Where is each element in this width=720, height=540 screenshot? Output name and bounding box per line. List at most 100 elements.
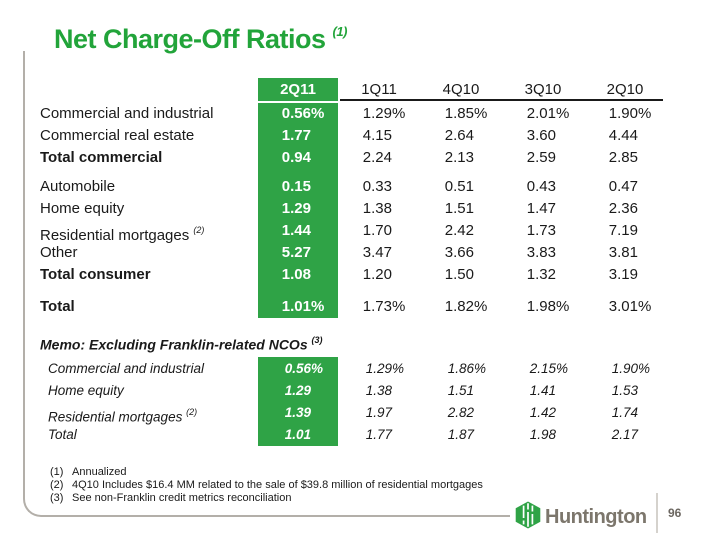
highlight-column-memo — [258, 357, 338, 446]
value-cell: 1.98 — [529, 427, 556, 442]
value-cell: 3.81 — [608, 244, 638, 261]
footnote-text: 4Q10 Includes $16.4 MM related to the sa… — [72, 479, 483, 491]
value-cell: 0.51 — [444, 178, 474, 195]
value-cell: 2.01% — [526, 105, 570, 122]
value-cell-highlighted: 1.29 — [284, 383, 311, 398]
value-cell: 1.50 — [444, 266, 474, 283]
value-cell: 1.74 — [611, 405, 638, 420]
value-cell-highlighted: 1.01 — [284, 427, 311, 442]
value-cell-highlighted: 5.27 — [281, 244, 311, 261]
row-footnote-ref: (2) — [193, 225, 205, 235]
row-label: Residential mortgages (2) — [40, 225, 205, 244]
value-cell: 3.19 — [608, 266, 638, 283]
value-cell: 4.44 — [608, 127, 638, 144]
table-row: Total 1.01% 1.73% 1.82% 1.98% 3.01% — [40, 296, 668, 318]
footnote-number: (3) — [50, 492, 64, 504]
memo-heading: Memo: Excluding Franklin-related NCOs (3… — [40, 335, 323, 353]
table-row: Commercial and industrial 0.56% 1.29% 1.86%… — [40, 358, 668, 380]
footnote-2: (2) 4Q10 Includes $16.4 MM related to th… — [50, 479, 483, 492]
table-row: Home equity 1.29 1.38 1.51 1.47 2.36 — [40, 198, 668, 220]
table-row: Home equity 1.29 1.38 1.51 1.41 1.53 — [40, 380, 668, 402]
row-label: Automobile — [40, 178, 116, 195]
value-cell: 3.01% — [608, 298, 652, 315]
value-cell: 1.51 — [444, 200, 474, 217]
column-header-2q11: 2Q11 — [258, 78, 338, 101]
table-group: Automobile 0.15 0.33 0.51 0.43 0.47 Home equit… — [40, 176, 668, 286]
memo-footnote-ref: (3) — [311, 335, 323, 345]
value-cell: 1.70 — [362, 222, 392, 239]
value-cell: 0.47 — [608, 178, 638, 195]
value-cell: 1.90% — [608, 105, 652, 122]
table-row: Commercial real estate 1.77 4.15 2.64 3.60 4.… — [40, 125, 668, 147]
value-cell: 1.73 — [526, 222, 556, 239]
row-label: Home equity — [48, 383, 124, 398]
value-cell: 1.29% — [365, 361, 405, 376]
value-cell: 1.20 — [362, 266, 392, 283]
huntington-wordmark: Huntington — [545, 506, 647, 528]
value-cell-highlighted: 0.56% — [281, 105, 325, 122]
row-label: Total consumer — [40, 266, 151, 283]
table-row: Total commercial 0.94 2.24 2.13 2.59 2.85 — [40, 147, 668, 169]
value-cell: 1.38 — [362, 200, 392, 217]
value-cell: 1.53 — [611, 383, 638, 398]
row-label: Total — [48, 427, 77, 442]
row-label: Commercial real estate — [40, 127, 195, 144]
column-header-2q10: 2Q10 — [606, 81, 644, 98]
value-cell-highlighted: 1.29 — [281, 200, 311, 217]
value-cell-highlighted: 0.56% — [284, 361, 324, 376]
value-cell: 1.82% — [444, 298, 488, 315]
value-cell-highlighted: 1.77 — [281, 127, 311, 144]
column-header-4q10: 4Q10 — [442, 81, 480, 98]
main-table: Commercial and industrial 0.56% 1.29% 1.85%… — [40, 103, 668, 318]
footer-divider — [656, 493, 658, 533]
footnote-text: See non-Franklin credit metrics reconcil… — [72, 492, 292, 504]
row-label: Residential mortgages (2) — [48, 407, 198, 425]
footnote-number: (1) — [50, 466, 64, 478]
footnote-text: Annualized — [72, 466, 127, 478]
value-cell-highlighted: 1.01% — [281, 298, 325, 315]
header-spacer — [40, 78, 258, 101]
value-cell: 1.42 — [529, 405, 556, 420]
value-cell-highlighted: 1.39 — [284, 405, 311, 420]
value-cell: 1.85% — [444, 105, 488, 122]
table-row: Automobile 0.15 0.33 0.51 0.43 0.47 — [40, 176, 668, 198]
value-cell: 1.32 — [526, 266, 556, 283]
row-label: Total — [40, 298, 75, 315]
value-cell: 0.43 — [526, 178, 556, 195]
page-number: 96 — [668, 506, 682, 520]
row-label: Home equity — [40, 200, 125, 217]
value-cell-highlighted: 1.44 — [281, 222, 311, 239]
table-row: Residential mortgages (2) 1.39 1.97 2.82 1.4… — [40, 402, 668, 425]
value-cell: 1.97 — [365, 405, 392, 420]
value-cell: 3.60 — [526, 127, 556, 144]
value-cell: 2.15% — [529, 361, 569, 376]
value-cell: 7.19 — [608, 222, 638, 239]
value-cell: 2.42 — [444, 222, 474, 239]
value-cell-highlighted: 1.08 — [281, 266, 311, 283]
value-cell: 1.73% — [362, 298, 406, 315]
value-cell: 1.98% — [526, 298, 570, 315]
value-cell-highlighted: 0.94 — [281, 149, 311, 166]
table-group: Commercial and industrial 0.56% 1.29% 1.85%… — [40, 103, 668, 169]
footnote-number: (2) — [50, 479, 64, 491]
footnote-3: (3) See non-Franklin credit metrics reco… — [50, 492, 483, 505]
row-label: Other — [40, 244, 78, 261]
memo-heading-text: Memo: Excluding Franklin-related NCOs — [40, 336, 308, 353]
value-cell-highlighted: 0.15 — [281, 178, 311, 195]
column-header-3q10: 3Q10 — [524, 81, 562, 98]
value-cell: 1.47 — [526, 200, 556, 217]
value-cell: 2.59 — [526, 149, 556, 166]
value-cell: 2.64 — [444, 127, 474, 144]
value-cell: 1.29% — [362, 105, 406, 122]
page-title: Net Charge-Off Ratios (1) — [54, 24, 347, 55]
table-group: Total 1.01% 1.73% 1.82% 1.98% 3.01% — [40, 296, 668, 318]
value-cell: 1.51 — [447, 383, 474, 398]
row-label: Commercial and industrial — [40, 105, 214, 122]
row-label: Commercial and industrial — [48, 361, 205, 376]
table-row: Residential mortgages (2) 1.44 1.70 2.42 1.7… — [40, 220, 668, 244]
table-row: Commercial and industrial 0.56% 1.29% 1.85%… — [40, 103, 668, 125]
huntington-logo: Huntington — [515, 501, 647, 534]
value-cell: 2.85 — [608, 149, 638, 166]
value-cell: 2.24 — [362, 149, 392, 166]
